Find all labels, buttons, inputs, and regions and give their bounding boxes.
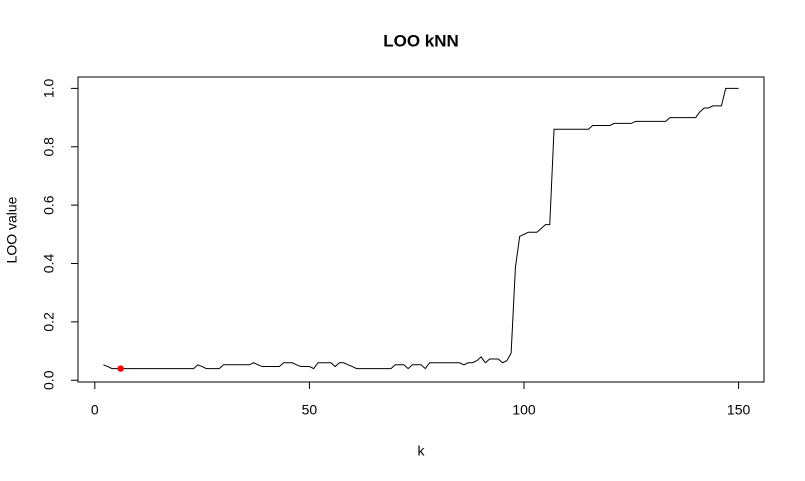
y-tick-label: 0.0 [41,370,57,390]
x-tick-label: 100 [512,402,536,418]
y-axis-label: LOO value [4,196,20,263]
chart-title: LOO kNN [383,31,459,50]
data-line [103,87,739,370]
x-tick-label: 50 [302,402,318,418]
x-tick-label: 150 [727,402,751,418]
y-tick-label: 0.4 [41,254,57,274]
highlight-point [117,365,124,372]
x-tick-label: 0 [91,402,99,418]
y-tick-label: 1.0 [41,78,57,98]
y-tick-label: 0.6 [41,195,57,215]
y-tick-label: 0.2 [41,312,57,332]
x-axis-label: k [418,443,426,459]
y-tick-label: 0.8 [41,137,57,157]
